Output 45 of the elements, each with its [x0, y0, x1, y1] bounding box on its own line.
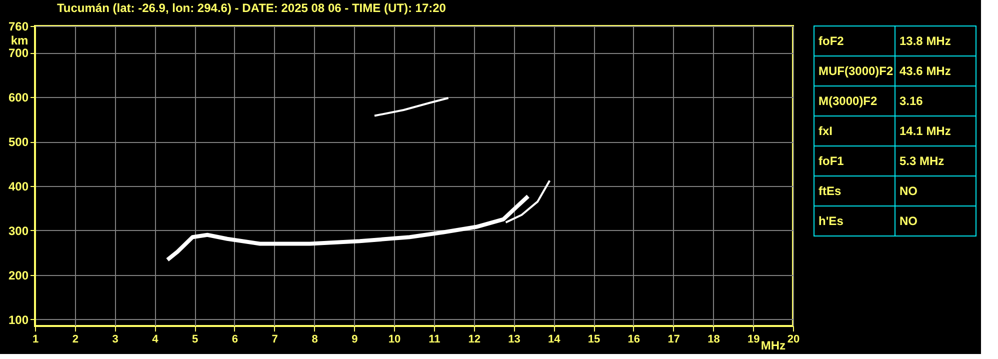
y-axis-title: km: [10, 34, 28, 48]
x-tick-label: 13: [508, 334, 520, 346]
x-tick-label: 2: [72, 334, 78, 346]
chart-title: Tucumán (lat: -26.9, lon: 294.6) - DATE: 2025 08 06 - TIME (UT): 17:20: [56, 1, 446, 15]
x-axis-title: MHz: [760, 338, 786, 352]
x-tick-label: 11: [428, 334, 440, 346]
category-label: foF1: [818, 154, 844, 168]
category-label: h'Es: [818, 214, 844, 228]
y-tick-label: 200: [8, 268, 29, 282]
text: NO: [900, 184, 918, 198]
category-label: MUF(3000)F2: [818, 64, 894, 78]
x-tick-label: 3: [112, 334, 118, 346]
y-tick-label: 100: [8, 312, 29, 327]
category-label: foF2: [818, 34, 844, 48]
x-tick-label: 8: [312, 334, 318, 346]
x-tick-label: 17: [668, 334, 680, 346]
category-label: fxI: [818, 124, 833, 138]
y-tick-label: 760: [8, 20, 29, 34]
category-label: ftEs: [818, 184, 842, 198]
x-tick-label: 7: [272, 334, 278, 346]
text: 14.1 MHz: [900, 124, 951, 138]
y-tick-label: 400: [8, 180, 29, 194]
text: NO: [900, 214, 918, 228]
text: 5.3 MHz: [900, 154, 944, 168]
x-tick-label: 16: [628, 334, 640, 346]
x-tick-label: 1: [32, 334, 39, 346]
y-tick-label: 300: [8, 224, 29, 238]
text: 13.8 MHz: [900, 34, 951, 48]
text: 3.16: [900, 94, 924, 108]
x-tick-label: 12: [468, 334, 480, 346]
y-tick-label: 700: [8, 46, 29, 60]
x-tick-label: 5: [192, 334, 198, 346]
x-tick-label: 10: [388, 334, 401, 346]
x-tick-label: 15: [588, 334, 600, 346]
x-tick-label: 18: [708, 334, 720, 346]
text: 43.6 MHz: [900, 64, 951, 78]
x-tick-label: 20: [787, 334, 800, 346]
x-tick-label: 4: [152, 334, 160, 346]
x-tick-label: 19: [747, 334, 760, 346]
y-tick-label: 600: [8, 90, 29, 105]
y-tick-label: 500: [8, 135, 29, 150]
x-tick-label: 6: [232, 334, 238, 346]
x-tick-label: 14: [548, 334, 562, 346]
category-label: M(3000)F2: [818, 94, 878, 108]
x-tick-label: 9: [352, 334, 358, 346]
